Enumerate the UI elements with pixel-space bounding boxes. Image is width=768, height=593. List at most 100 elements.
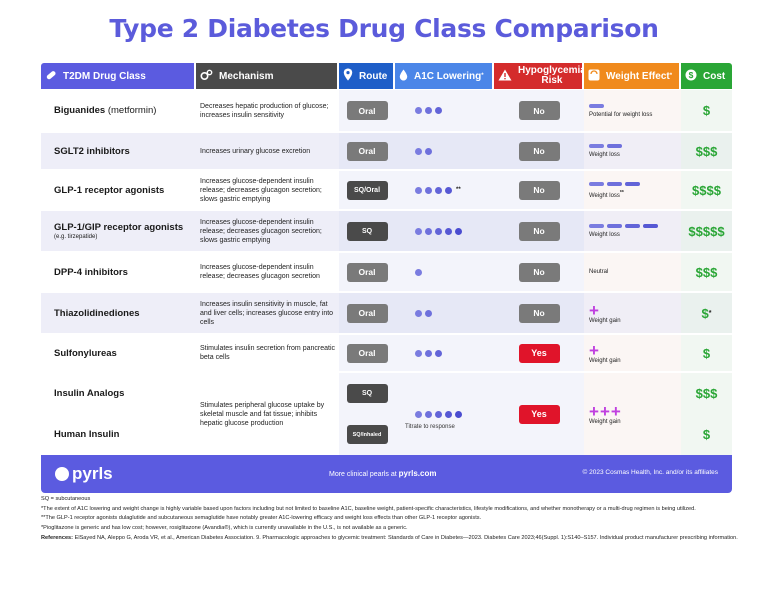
drug-class-cell: Insulin Analogs Human Insulin	[41, 373, 196, 455]
weight-loss-bar	[589, 224, 604, 228]
footer-link[interactable]: More clinical pearls at pyrls.com	[329, 469, 437, 478]
hypo-badge: No	[518, 180, 560, 200]
cost-cell: $$$$	[681, 171, 732, 209]
footer-banner: pyrls More clinical pearls at pyrls.com …	[41, 455, 732, 493]
drug-class-name: GLP-1 receptor agonists	[54, 184, 165, 196]
weight-label: Weight gain	[589, 418, 621, 425]
drug-class-name: Sulfonylureas	[54, 347, 117, 359]
table-row: DPP-4 inhibitors Increases glucose-depend…	[41, 253, 732, 291]
table-row: GLP-1 receptor agonists Increases glucose…	[41, 171, 732, 209]
weight-loss-bar	[589, 103, 604, 108]
route-badge: SQ/Oral	[346, 180, 388, 200]
plus-icon: +	[589, 300, 599, 320]
a1c-dot	[425, 309, 432, 317]
mechanism-cell: Increases glucose-dependent insulin rele…	[200, 177, 322, 203]
a1c-dot	[425, 107, 432, 114]
table-row: Biguanides (metformin) Decreases hepatic …	[41, 90, 732, 131]
route-cell: Oral	[339, 90, 395, 131]
cost-cell: $$$ $	[681, 373, 732, 455]
hypo-cell: No	[494, 293, 584, 333]
pyrls-logo: pyrls	[55, 464, 113, 484]
cost-value: $$$	[695, 264, 718, 280]
weight-loss-bars	[589, 144, 625, 148]
weight-label: Neutral	[589, 269, 609, 275]
route-cell: Oral	[339, 335, 395, 371]
drug-class-name: Thiazolidinediones	[54, 307, 140, 319]
blood-drop-icon	[399, 69, 408, 84]
a1c-dot	[415, 147, 422, 155]
cost-cell: $	[681, 335, 732, 371]
route-cell: Oral	[339, 293, 395, 333]
route-badge: SQ/Inhaled	[346, 425, 388, 444]
hypo-badge: No	[518, 141, 560, 161]
a1c-dot	[445, 227, 452, 235]
a1c-dot	[415, 186, 422, 194]
hypo-badge: No	[518, 101, 560, 120]
table-row: SGLT2 inhibitors Increases urinary glucos…	[41, 133, 732, 169]
cost-cell: $$$	[681, 133, 732, 169]
hypo-cell: Yes	[494, 335, 584, 371]
drug-class-name: Biguanides	[54, 105, 106, 116]
drug-class-cell: Biguanides (metformin)	[41, 90, 196, 131]
weight-gain-marks: +	[589, 342, 621, 359]
cost-cell: $ *	[681, 293, 732, 333]
a1c-dot	[445, 186, 452, 194]
a1c-cell	[395, 253, 494, 291]
mechanism-cell: Stimulates peripheral glucose uptake by …	[200, 401, 325, 427]
weight-loss-bar	[589, 144, 604, 148]
mechanism-cell: Decreases hepatic production of glucose;…	[200, 102, 329, 119]
route-cell: Oral	[339, 133, 395, 169]
weight-cell: Weight loss	[584, 133, 681, 169]
weight-cell: Potential for weight loss	[584, 90, 681, 131]
route-badge: Oral	[346, 343, 388, 363]
a1c-dots	[415, 268, 425, 276]
drug-class-cell: SGLT2 inhibitors	[41, 133, 196, 169]
cost-cell: $$$$$	[681, 211, 732, 251]
cost-value: $	[702, 427, 711, 442]
a1c-cell: **	[395, 171, 494, 209]
drug-class-cell: GLP-1/GIP receptor agonists (e.g. tirzepa…	[41, 211, 196, 251]
a1c-dot	[415, 268, 422, 276]
a1c-cell	[395, 90, 494, 131]
a1c-note: Titrate to response	[405, 424, 455, 430]
plus-icon: +	[610, 401, 621, 421]
a1c-dot	[415, 349, 422, 357]
drug-class-example: (e.g. tirzepatide)	[54, 234, 98, 240]
weight-loss-bar	[625, 224, 640, 228]
a1c-dot	[435, 186, 442, 194]
hypo-badge: Yes	[518, 404, 560, 424]
weight-label: Weight loss	[589, 192, 620, 199]
weight-loss-bars	[589, 181, 643, 186]
a1c-dot	[455, 227, 462, 235]
table-row: GLP-1/GIP receptor agonists (e.g. tirzepa…	[41, 211, 732, 251]
weight-loss-bars	[589, 224, 661, 228]
header-route: Route	[339, 63, 393, 89]
hypo-badge: Yes	[518, 343, 560, 363]
a1c-cell	[395, 293, 494, 333]
weight-note: **	[619, 189, 624, 196]
weight-cell: Neutral	[584, 253, 681, 291]
route-cell: SQ/Oral	[339, 171, 395, 209]
header-hypoglycemia-risk: Hypoglycemia Risk	[494, 63, 586, 89]
a1c-dots	[415, 410, 465, 418]
dollar-coin-icon: $	[685, 69, 697, 84]
a1c-dots	[415, 227, 465, 235]
page-title: Type 2 Diabetes Drug Class Comparison	[109, 14, 659, 43]
a1c-dots	[415, 147, 435, 155]
route-cell: Oral	[339, 253, 395, 291]
drug-class-example: (metformin)	[107, 105, 157, 116]
a1c-dot	[435, 227, 442, 235]
weight-loss-bar	[607, 144, 622, 148]
mechanism-cell: Stimulates insulin secretion from pancre…	[200, 345, 336, 361]
weight-loss-bar	[589, 181, 604, 186]
footnote: *The extent of A1C lowering and weight c…	[41, 505, 696, 512]
footnotes: SQ = subcutaneous *The extent of A1C low…	[41, 496, 741, 545]
references: References: ElSayed NA, Aleppo G, Aroda …	[41, 534, 738, 541]
hypo-cell: No	[494, 133, 584, 169]
a1c-dot	[415, 227, 422, 235]
weight-label: Weight loss	[589, 152, 620, 158]
a1c-dot	[445, 410, 452, 418]
weight-label: Potential for weight loss	[589, 111, 653, 118]
drug-class-name: SGLT2 inhibitors	[54, 145, 130, 157]
cost-value: $$$	[695, 386, 718, 401]
